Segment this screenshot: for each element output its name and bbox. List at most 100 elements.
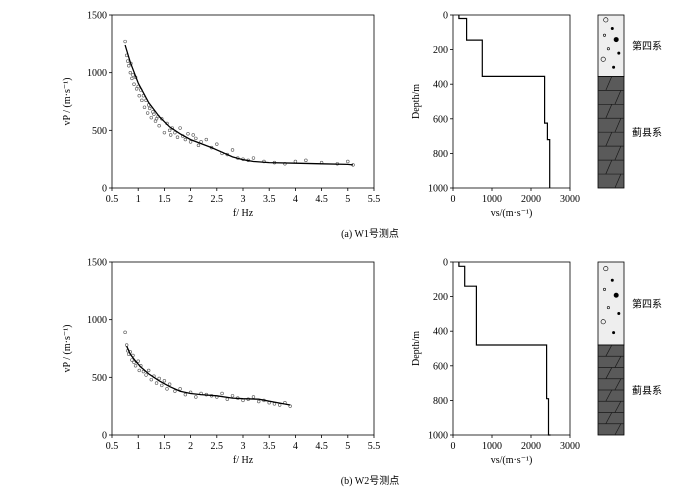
x-axis-label: f/ Hz bbox=[233, 208, 254, 219]
x-tick-label: 4 bbox=[293, 441, 298, 452]
y-tick-label: 200 bbox=[433, 45, 448, 56]
data-point bbox=[131, 73, 135, 77]
data-point bbox=[162, 130, 167, 135]
y-tick-label: 400 bbox=[433, 327, 448, 338]
fit-curve bbox=[126, 345, 291, 406]
rock-joint-line bbox=[614, 90, 622, 105]
y-tick-label: 600 bbox=[433, 361, 448, 372]
y-tick-label: 200 bbox=[433, 292, 448, 303]
data-point bbox=[132, 82, 136, 86]
data-point bbox=[130, 358, 134, 362]
rock-joint-line bbox=[614, 173, 622, 189]
x-tick-label: 3 bbox=[241, 441, 246, 452]
data-point bbox=[304, 158, 308, 163]
x-axis-label: f/ Hz bbox=[233, 455, 254, 466]
y-axis-label: Depth/m bbox=[411, 331, 422, 366]
data-point bbox=[140, 98, 144, 103]
data-point bbox=[160, 383, 164, 388]
gravel-dot bbox=[617, 51, 621, 55]
gravel-dot bbox=[610, 27, 614, 31]
vs-step-profile bbox=[458, 15, 551, 188]
data-point bbox=[346, 159, 350, 164]
data-point bbox=[175, 135, 180, 139]
x-tick-label: 1 bbox=[136, 441, 141, 452]
x-tick-label: 3000 bbox=[560, 441, 580, 452]
data-point bbox=[149, 115, 154, 120]
data-point bbox=[220, 391, 224, 396]
data-point bbox=[168, 133, 173, 137]
rock-joint-line bbox=[605, 412, 613, 424]
rock-joint-line bbox=[614, 118, 622, 133]
gravel-dot bbox=[602, 33, 606, 37]
data-point bbox=[173, 389, 177, 393]
data-point bbox=[134, 87, 139, 91]
data-point bbox=[277, 403, 282, 407]
x-tick-label: 2 bbox=[188, 194, 193, 205]
rock-joint-line bbox=[605, 344, 613, 357]
rock-joint-line bbox=[614, 356, 622, 368]
plot-frame bbox=[111, 261, 375, 436]
x-tick-label: 3000 bbox=[560, 194, 580, 205]
data-point bbox=[127, 64, 131, 68]
gravel-dot bbox=[603, 266, 609, 272]
vs-step-profile bbox=[458, 262, 551, 436]
data-point bbox=[160, 117, 164, 121]
gravel-dot bbox=[613, 292, 619, 298]
x-tick-label: 2.5 bbox=[211, 194, 224, 205]
data-point bbox=[142, 105, 147, 109]
y-tick-label: 0 bbox=[102, 184, 107, 195]
y-axis-label: Depth/m bbox=[411, 84, 422, 119]
data-point bbox=[152, 112, 156, 116]
y-tick-label: 0 bbox=[102, 431, 107, 442]
x-tick-label: 3 bbox=[241, 194, 246, 205]
x-tick-label: 2.5 bbox=[211, 441, 224, 452]
data-point bbox=[167, 382, 172, 386]
rock-joint-line bbox=[605, 367, 613, 379]
data-point bbox=[157, 376, 161, 381]
x-tick-label: 3.5 bbox=[263, 441, 276, 452]
y-tick-label: 1500 bbox=[87, 258, 107, 269]
data-point bbox=[133, 364, 138, 368]
x-tick-label: 0.5 bbox=[106, 194, 119, 205]
data-point bbox=[154, 381, 159, 385]
data-point bbox=[145, 111, 150, 115]
data-point bbox=[126, 59, 130, 63]
x-tick-label: 5.5 bbox=[368, 441, 381, 452]
data-point bbox=[157, 124, 161, 128]
data-point bbox=[251, 156, 256, 160]
y-tick-label: 500 bbox=[92, 373, 107, 384]
data-point bbox=[188, 140, 193, 144]
x-tick-label: 0 bbox=[451, 194, 456, 205]
data-point bbox=[178, 126, 182, 130]
data-point bbox=[123, 330, 127, 335]
y-axis-label: vP / (m·s⁻¹) bbox=[62, 325, 73, 373]
x-tick-label: 4 bbox=[293, 194, 298, 205]
data-point bbox=[165, 387, 169, 391]
x-tick-label: 4.5 bbox=[315, 194, 328, 205]
data-point bbox=[178, 387, 182, 391]
data-point bbox=[128, 70, 133, 75]
data-point bbox=[148, 106, 152, 111]
rock-joint-line bbox=[614, 401, 622, 413]
y-tick-label: 1500 bbox=[87, 11, 107, 22]
x-tick-label: 1 bbox=[136, 194, 141, 205]
data-point bbox=[194, 395, 198, 399]
rock-joint-line bbox=[614, 146, 622, 161]
x-tick-label: 5 bbox=[345, 441, 350, 452]
w1-caption: (a) W1号测点 bbox=[341, 227, 399, 240]
plot-frame bbox=[452, 14, 571, 189]
rock-joint-line bbox=[605, 389, 613, 402]
data-point bbox=[162, 379, 167, 383]
x-tick-label: 5.5 bbox=[368, 194, 381, 205]
data-point bbox=[132, 360, 136, 365]
data-point bbox=[293, 159, 298, 164]
data-point bbox=[124, 343, 129, 347]
gravel-dot bbox=[602, 287, 606, 291]
data-point bbox=[183, 392, 188, 397]
plot-frame bbox=[111, 14, 375, 189]
x-tick-label: 1.5 bbox=[158, 194, 171, 205]
data-point bbox=[123, 39, 127, 44]
gravel-dot bbox=[617, 311, 621, 315]
